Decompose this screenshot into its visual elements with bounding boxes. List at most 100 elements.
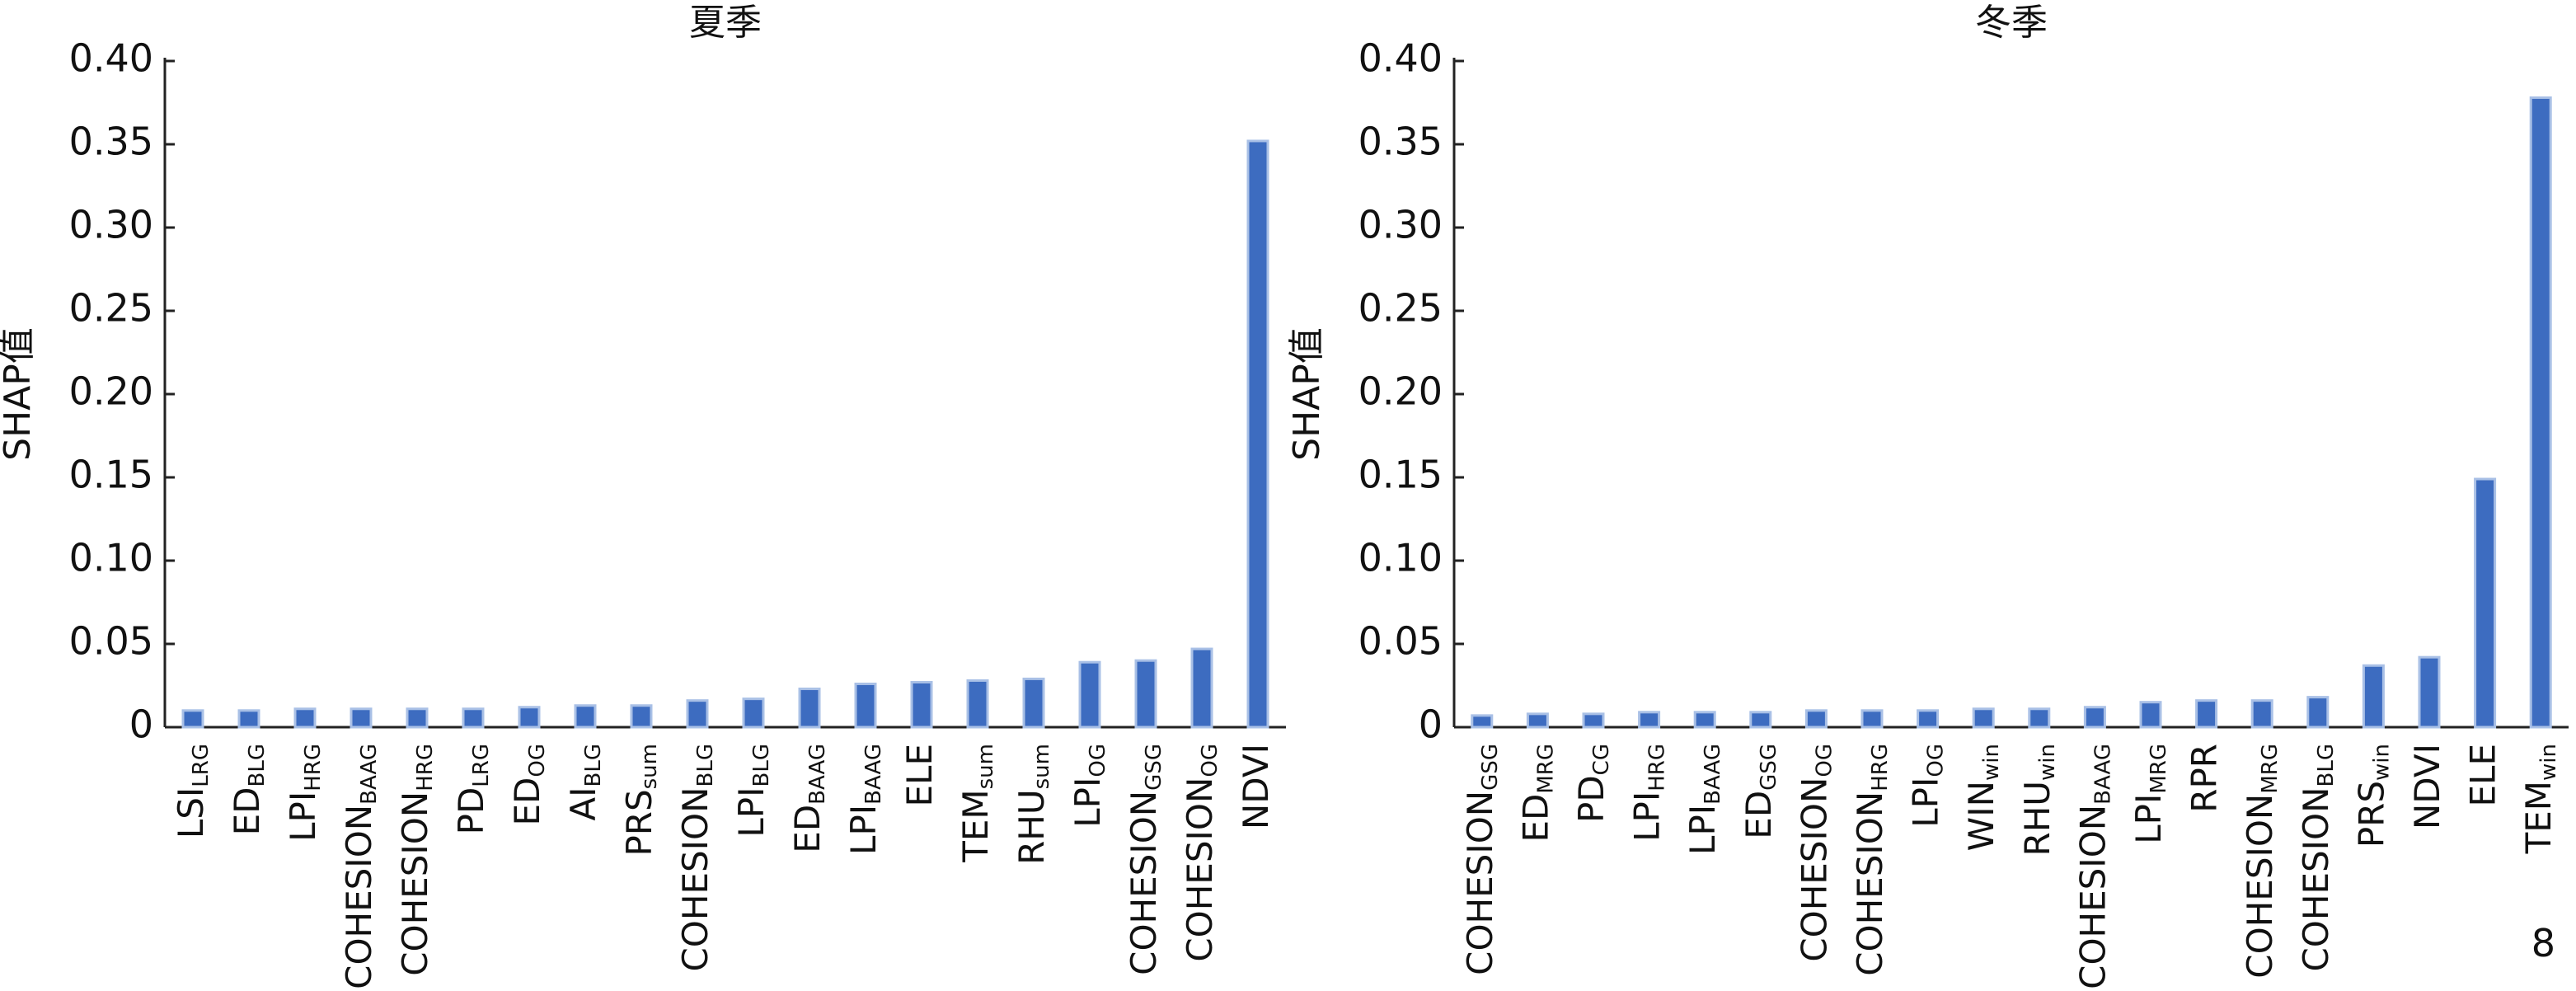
category-name: RPR (2184, 744, 2224, 813)
x-tick-label: LPIOG (1067, 744, 1110, 828)
y-tick-label: 0.05 (69, 619, 153, 664)
x-tick-label: NDVI (1236, 744, 1276, 829)
x-tick-label: EDMRG (1515, 744, 1558, 843)
bar (2306, 696, 2330, 729)
category-name: ED (787, 805, 828, 853)
category-name: LPI (283, 791, 323, 842)
category-subscript: BLG (581, 744, 606, 787)
category-subscript: OG (1812, 744, 1837, 777)
category-name: LPI (843, 805, 884, 855)
category-subscript: GSG (1477, 744, 1502, 791)
category-name: ELE (899, 744, 940, 806)
y-tick-label: 0.20 (1358, 369, 1443, 414)
category-name: NDVI (2407, 744, 2447, 829)
bar (181, 709, 204, 729)
y-tick-label: 0.40 (69, 36, 153, 81)
category-subscript: OG (1086, 744, 1110, 777)
bar (798, 688, 821, 729)
category-subscript: HRG (301, 744, 326, 791)
category-subscript: BAAG (805, 744, 830, 805)
bar (237, 709, 260, 729)
category-subscript: LRG (189, 744, 213, 787)
category-name: LPI (731, 787, 772, 837)
category-subscript: MRG (2258, 744, 2283, 794)
category-name: AI (563, 787, 603, 820)
x-tick-label: EDBAAG (787, 744, 830, 853)
category-subscript: BLG (749, 744, 774, 787)
y-tick-label: 0 (129, 702, 153, 747)
bar (1134, 659, 1157, 729)
x-tick-label: COHESIONGSG (1124, 744, 1166, 975)
y-tick-label: 0.25 (1358, 286, 1443, 331)
category-subscript: OG (1923, 744, 1948, 777)
x-tick-label: PDCG (1571, 744, 1614, 823)
x-tick-label: EDOG (507, 744, 550, 826)
category-subscript: win (2034, 744, 2059, 781)
x-tick-label: ELE (899, 744, 940, 806)
bar (1078, 660, 1101, 729)
category-name: PRS (619, 789, 659, 856)
bar (630, 704, 653, 729)
bar (1471, 714, 1494, 729)
bar (1022, 677, 1045, 729)
y-tick-label: 0 (1419, 702, 1443, 747)
x-tick-label: COHESIONBLG (2295, 744, 2338, 972)
x-tick-label: LPIBAAG (843, 744, 886, 855)
bar (2195, 699, 2218, 729)
category-name: LPI (1682, 805, 1723, 855)
category-name: COHESION (395, 791, 435, 976)
x-tick-label: PRSsum (619, 744, 662, 857)
page-number: 8 (2531, 921, 2555, 965)
category-subscript: MRG (2147, 744, 2171, 794)
category-subscript: GSG (1142, 744, 1166, 791)
category-subscript: HRG (413, 744, 438, 791)
x-tick-label: LPIMRG (2128, 744, 2171, 844)
bar (1693, 711, 1716, 729)
x-tick-label: AIBLG (563, 744, 606, 821)
category-name: COHESION (675, 787, 716, 971)
category-name: COHESION (1180, 777, 1220, 962)
bar (350, 707, 373, 729)
category-subscript: MRG (1533, 744, 1558, 794)
y-tick-label: 0.35 (69, 120, 153, 164)
bar (406, 707, 429, 729)
bar (1190, 647, 1213, 729)
x-tick-label: PRSwin (2351, 744, 2394, 848)
x-tick-label: EDGSG (1738, 744, 1781, 839)
y-tick-label: 0.05 (1358, 619, 1443, 664)
category-name: WIN (1961, 781, 2001, 851)
category-name: NDVI (1236, 744, 1276, 829)
category-subscript: BLG (245, 744, 270, 787)
x-tick-label: COHESIONOG (1794, 744, 1837, 962)
category-name: RHU (2016, 781, 2057, 857)
category-subscript: OG (1198, 744, 1222, 777)
bar (462, 707, 485, 729)
x-tick-label: COHESIONHRG (1850, 744, 1893, 976)
y-tick-label: 0.35 (1358, 120, 1443, 164)
y-tick-label: 0.15 (69, 453, 153, 497)
category-name: LPI (1626, 791, 1667, 842)
x-tick-label: LPIBLG (731, 744, 774, 838)
category-name: COHESION (1459, 791, 1499, 975)
category-subscript: HRG (1868, 744, 1893, 791)
category-name: PD (1571, 775, 1612, 823)
bar (910, 680, 933, 729)
category-subscript: BAAG (2090, 744, 2115, 805)
x-tick-label: PDLRG (451, 744, 494, 834)
bar (518, 706, 541, 729)
category-name: LPI (2128, 794, 2169, 844)
x-tick-label: COHESIONBLG (675, 744, 718, 972)
x-tick-label: TEMsum (955, 744, 998, 863)
category-name: LSI (171, 787, 211, 838)
bar (854, 682, 877, 729)
x-tick-label: COHESIONMRG (2240, 744, 2283, 979)
bar (966, 679, 989, 729)
x-tick-label: COHESIONBAAG (2072, 744, 2115, 989)
x-tick-label: NDVI (2407, 744, 2447, 829)
category-subscript: BLG (693, 744, 718, 787)
bar (2418, 655, 2441, 729)
category-subscript: LRG (469, 744, 494, 787)
x-tick-label: LPIHRG (1626, 744, 1669, 842)
category-name: TEM (955, 789, 996, 862)
x-tick-label: RHUsum (1011, 744, 1054, 865)
